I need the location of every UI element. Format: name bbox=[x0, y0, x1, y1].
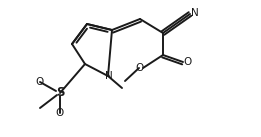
Text: N: N bbox=[105, 71, 113, 81]
Text: O: O bbox=[135, 63, 143, 73]
Text: O: O bbox=[56, 108, 64, 118]
Text: S: S bbox=[56, 86, 64, 99]
Text: O: O bbox=[184, 57, 192, 67]
Text: O: O bbox=[35, 77, 43, 87]
Text: N: N bbox=[191, 8, 199, 18]
